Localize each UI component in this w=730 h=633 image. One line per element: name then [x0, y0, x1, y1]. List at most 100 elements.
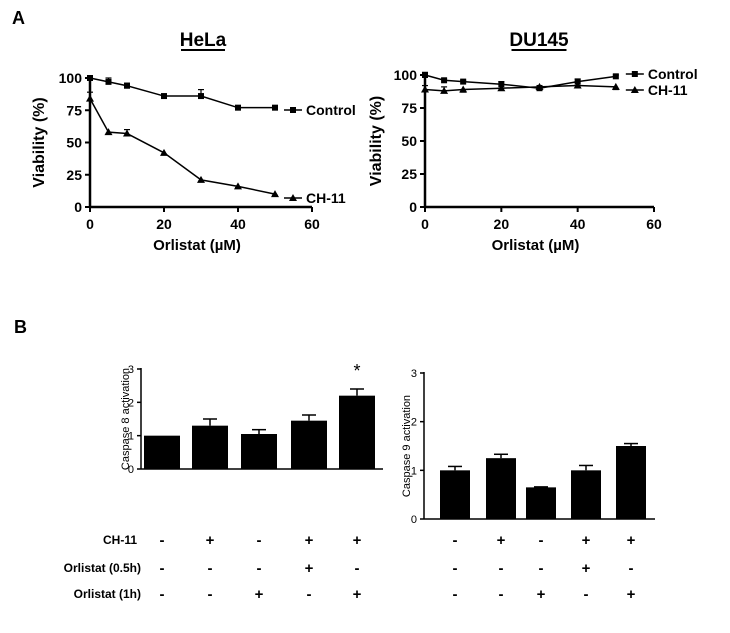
condition-sign-caspase8: + [305, 532, 314, 549]
condition-sign-caspase8: - [257, 532, 262, 549]
y-axis-label: Caspase 9 activation [401, 395, 413, 497]
data-point-Control [441, 77, 448, 84]
data-point-CH-11 [160, 148, 168, 156]
y-tick-label: 25 [401, 166, 417, 182]
condition-sign-caspase8: - [208, 586, 213, 603]
condition-sign-caspase8: - [257, 560, 262, 577]
significance-annotation: * [353, 361, 360, 381]
data-point-Control [235, 104, 241, 111]
data-point-Control [198, 93, 204, 100]
data-point-CH-11 [611, 82, 620, 90]
data-point-Control [105, 78, 112, 85]
data-point-CH-11 [459, 85, 468, 93]
condition-sign-caspase9: + [627, 586, 636, 603]
condition-label: Orlistat (0.5h) [64, 561, 141, 575]
data-point-CH-11 [86, 94, 94, 102]
y-tick-label: 2 [411, 417, 417, 429]
y-axis-label: Viability (%) [368, 96, 385, 186]
data-point-CH-11 [234, 182, 242, 190]
data-point-CH-11 [123, 129, 131, 137]
legend-marker-CH-11 [289, 194, 297, 201]
condition-sign-caspase8: - [307, 586, 312, 603]
data-point-CH-11 [440, 86, 449, 94]
y-tick-label: 100 [394, 67, 418, 83]
condition-sign-caspase8: - [160, 586, 165, 603]
condition-sign-caspase9: - [453, 586, 458, 603]
y-tick-label: 100 [59, 70, 83, 86]
bar-4 [291, 420, 327, 469]
y-tick-label: 75 [401, 100, 417, 116]
condition-sign-caspase9: - [539, 560, 544, 577]
legend-label: CH-11 [306, 190, 346, 206]
y-tick-label: 0 [409, 199, 417, 215]
y-tick-label: 3 [411, 368, 417, 380]
data-point-Control [87, 75, 93, 81]
condition-label: CH-11 [103, 533, 137, 547]
x-tick-label: 20 [156, 216, 172, 232]
y-axis-label: Caspase 8 activation [120, 368, 132, 470]
x-tick-label: 40 [230, 216, 246, 232]
legend-marker-Control [631, 71, 638, 77]
legend-label: Control [306, 102, 356, 118]
bar-1 [144, 435, 180, 469]
y-tick-label: 2 [128, 397, 134, 409]
condition-sign-caspase8: + [255, 586, 264, 603]
data-point-CH-11 [271, 190, 279, 198]
condition-sign-caspase9: - [453, 532, 458, 549]
data-point-CH-11 [421, 85, 429, 93]
panel-label-a: A [12, 8, 25, 28]
chart-title: HeLa [180, 30, 227, 51]
chart-title: DU145 [509, 30, 569, 51]
legend-label: CH-11 [648, 82, 688, 98]
bar-4 [571, 470, 601, 519]
condition-sign-caspase9: + [497, 532, 506, 549]
x-axis-label: Orlistat (µM) [153, 237, 241, 254]
condition-sign-caspase8: - [355, 560, 360, 577]
condition-sign-caspase8: + [305, 560, 314, 577]
series-line-CH-11 [89, 98, 276, 195]
condition-sign-caspase8: + [353, 586, 362, 603]
condition-sign-caspase9: + [537, 586, 546, 603]
condition-sign-caspase9: - [453, 560, 458, 577]
bar-2 [192, 425, 228, 469]
data-point-Control [422, 72, 428, 78]
x-tick-label: 60 [304, 216, 320, 232]
condition-sign-caspase8: + [353, 532, 362, 549]
y-axis-label: Viability (%) [31, 97, 48, 187]
bar-5 [339, 395, 375, 469]
legend-marker-Control [290, 107, 296, 113]
data-point-CH-11 [573, 81, 582, 89]
y-tick-label: 25 [66, 167, 82, 183]
condition-sign-caspase8: - [208, 560, 213, 577]
condition-label: Orlistat (1h) [74, 587, 141, 601]
data-point-CH-11 [535, 82, 544, 90]
data-point-CH-11 [197, 175, 205, 183]
data-point-Control [460, 78, 467, 85]
condition-sign-caspase8: - [160, 532, 165, 549]
series-line-Control [89, 77, 275, 109]
condition-sign-caspase9: - [499, 560, 504, 577]
y-tick-label: 3 [128, 364, 134, 376]
x-tick-label: 20 [494, 216, 510, 232]
x-tick-label: 60 [646, 216, 662, 232]
bar-5 [616, 446, 646, 519]
legend-marker-CH-11 [630, 86, 639, 93]
condition-sign-caspase8: - [160, 560, 165, 577]
y-tick-label: 0 [74, 199, 82, 215]
bar-3 [526, 487, 556, 519]
y-tick-label: 1 [411, 465, 417, 477]
bar-3 [241, 434, 277, 469]
y-tick-label: 75 [66, 102, 82, 118]
condition-sign-caspase9: - [629, 560, 634, 577]
x-tick-label: 0 [86, 216, 94, 232]
data-point-Control [612, 73, 619, 80]
bar-2 [486, 458, 516, 519]
condition-sign-caspase9: - [539, 532, 544, 549]
data-point-CH-11 [497, 84, 506, 92]
condition-sign-caspase9: + [627, 532, 636, 549]
y-tick-label: 50 [66, 135, 82, 151]
condition-sign-caspase9: + [582, 560, 591, 577]
y-tick-label: 1 [128, 431, 134, 443]
data-point-Control [272, 104, 278, 111]
